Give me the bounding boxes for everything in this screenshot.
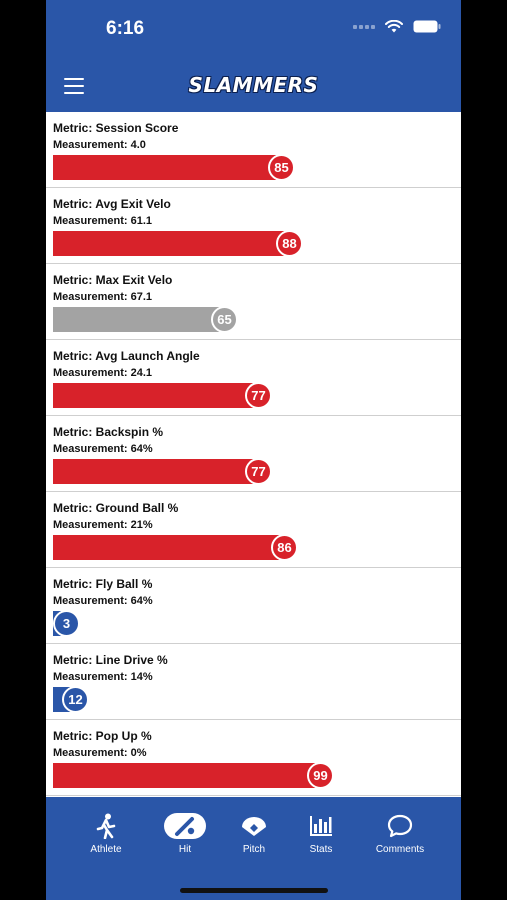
score-bar <box>53 763 319 788</box>
metric-row[interactable]: Metric: Fly Ball % Measurement: 64% 3 <box>46 568 461 644</box>
metric-title: Metric: Fly Ball % <box>53 577 153 591</box>
metric-title: Metric: Max Exit Velo <box>53 273 173 287</box>
score-bar <box>53 307 223 332</box>
tab-hit[interactable]: Hit <box>150 811 220 855</box>
bat-ball-icon <box>150 811 220 841</box>
metric-title: Metric: Line Drive % <box>53 653 168 667</box>
metric-row[interactable]: Metric: Avg Exit Velo Measurement: 61.1 88 <box>46 188 461 264</box>
cellular-signal-icon <box>353 24 375 29</box>
score-badge: 77 <box>245 458 272 485</box>
tab-stats[interactable]: Stats <box>286 811 356 855</box>
status-time: 6:16 <box>106 18 145 39</box>
metric-title: Metric: Backspin % <box>53 425 164 439</box>
status-bar: 6:16 <box>46 0 461 60</box>
metric-row[interactable]: Metric: Pop Up % Measurement: 0% 99 <box>46 720 461 796</box>
metric-row[interactable]: Metric: Session Score Measurement: 4.0 85 <box>46 112 461 188</box>
score-badge: 86 <box>271 534 298 561</box>
score-bar <box>53 231 288 256</box>
score-bar <box>53 155 280 180</box>
score-bar-track: 85 <box>53 154 413 181</box>
tab-label: Pitch <box>242 844 266 855</box>
metric-measurement: Measurement: 21% <box>53 519 153 531</box>
battery-icon <box>413 20 441 33</box>
bar-chart-icon <box>286 811 356 841</box>
score-badge: 88 <box>276 230 303 257</box>
metric-measurement: Measurement: 4.0 <box>53 139 146 151</box>
score-bar-track: 77 <box>53 458 413 485</box>
metric-measurement: Measurement: 24.1 <box>53 367 153 379</box>
metric-measurement: Measurement: 61.1 <box>53 215 153 227</box>
tab-athlete[interactable]: Athlete <box>71 811 141 855</box>
tab-label: Stats <box>309 844 333 855</box>
score-badge: 3 <box>53 610 80 637</box>
score-bar <box>53 383 257 408</box>
score-badge: 99 <box>307 762 334 789</box>
score-bar-track: 99 <box>53 762 413 789</box>
metric-row[interactable]: Metric: Ground Ball % Measurement: 21% 86 <box>46 492 461 568</box>
metric-title: Metric: Ground Ball % <box>53 501 179 515</box>
score-bar <box>53 535 283 560</box>
metric-title: Metric: Pop Up % <box>53 729 152 743</box>
metric-measurement: Measurement: 64% <box>53 443 153 455</box>
tab-comments[interactable]: Comments <box>365 811 435 855</box>
metric-row[interactable]: Metric: Avg Launch Angle Measurement: 24.… <box>46 340 461 416</box>
score-bar-track: 86 <box>53 534 413 561</box>
metric-title: Metric: Session Score <box>53 121 179 135</box>
app-header: SLAMMERS <box>46 60 461 112</box>
wifi-icon <box>385 20 403 33</box>
home-indicator <box>180 888 328 893</box>
metric-row[interactable]: Metric: Backspin % Measurement: 64% 77 <box>46 416 461 492</box>
score-badge: 77 <box>245 382 272 409</box>
runner-icon <box>71 811 141 841</box>
speech-bubble-icon <box>365 811 435 841</box>
score-bar-track: 88 <box>53 230 413 257</box>
hamburger-menu-icon[interactable] <box>64 78 84 94</box>
score-bar-track: 65 <box>53 306 413 333</box>
metric-measurement: Measurement: 67.1 <box>53 291 153 303</box>
tab-label: Hit <box>178 844 192 855</box>
metric-title: Metric: Avg Exit Velo <box>53 197 171 211</box>
tab-pitch[interactable]: Pitch <box>219 811 289 855</box>
baseball-diamond-icon <box>219 811 289 841</box>
metric-measurement: Measurement: 0% <box>53 747 147 759</box>
score-bar-track: 3 <box>53 610 413 637</box>
slammers-logo: SLAMMERS <box>188 73 319 97</box>
tab-label: Athlete <box>90 844 122 855</box>
app-screen: 6:16 SLAMMERS Metric: Session Score Measu… <box>46 0 461 900</box>
metric-row[interactable]: Metric: Line Drive % Measurement: 14% 12 <box>46 644 461 720</box>
status-icons <box>353 20 441 33</box>
metric-title: Metric: Avg Launch Angle <box>53 349 200 363</box>
score-badge: 85 <box>268 154 295 181</box>
metric-measurement: Measurement: 14% <box>53 671 153 683</box>
score-bar <box>53 459 257 484</box>
metric-list[interactable]: Metric: Session Score Measurement: 4.0 85 M… <box>46 112 461 797</box>
score-bar-track: 12 <box>53 686 413 713</box>
tab-label: Comments <box>375 844 425 855</box>
score-bar-track: 77 <box>53 382 413 409</box>
metric-measurement: Measurement: 64% <box>53 595 153 607</box>
score-badge: 12 <box>62 686 89 713</box>
metric-row[interactable]: Metric: Max Exit Velo Measurement: 67.1 65 <box>46 264 461 340</box>
score-badge: 65 <box>211 306 238 333</box>
tab-bar: Athlete Hit Pitch Stats Comments <box>46 797 461 900</box>
